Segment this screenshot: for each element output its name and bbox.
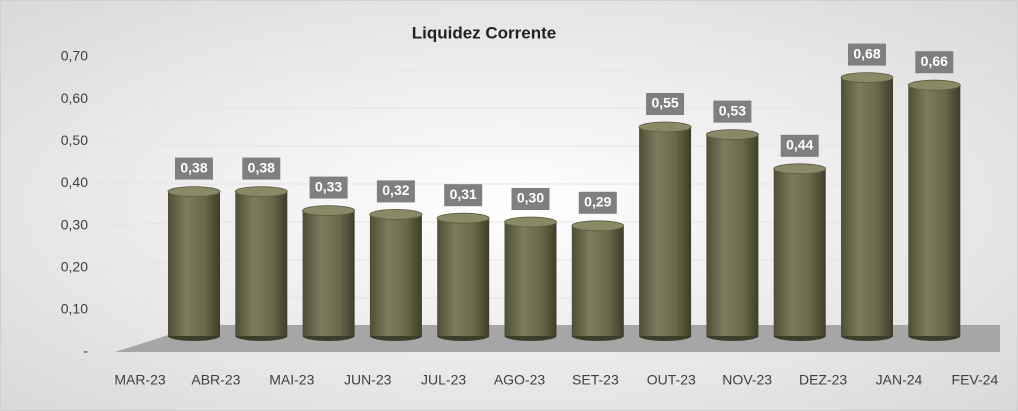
x-tick-label: DEZ-23	[799, 372, 847, 388]
bar	[168, 191, 220, 336]
value-label-box	[713, 100, 752, 123]
x-tick-label: NOV-23	[722, 372, 772, 388]
value-label: 0,55	[651, 95, 678, 111]
bar-top	[436, 212, 490, 224]
value-label-box	[242, 157, 281, 180]
x-tick-label: JUL-23	[421, 372, 466, 388]
x-tick-label: JUN-23	[344, 372, 392, 388]
value-label: 0,30	[517, 190, 544, 206]
bar	[235, 191, 288, 336]
bar	[504, 222, 557, 336]
y-tick-label: 0,20	[61, 258, 88, 274]
value-label: 0,66	[921, 53, 948, 69]
y-tick-label: 0,40	[61, 174, 88, 190]
value-label: 0,33	[315, 178, 342, 194]
bar-top	[840, 72, 894, 83]
x-tick-label: ABR-23	[191, 372, 240, 388]
bar	[908, 85, 961, 336]
value-label-box	[444, 184, 483, 207]
value-label: 0,44	[786, 137, 813, 153]
bar	[639, 127, 692, 336]
value-label-box	[780, 134, 819, 157]
bar-top	[907, 79, 961, 91]
value-label-box	[309, 176, 348, 199]
bar-top	[234, 186, 288, 198]
bar	[841, 77, 893, 336]
value-label-box	[175, 157, 213, 180]
grid-line	[94, 56, 201, 71]
y-tick-label: -	[83, 343, 88, 359]
y-tick-label: 0,70	[61, 48, 88, 64]
bar-top	[369, 208, 423, 220]
y-tick-label: 0,50	[61, 132, 88, 148]
value-label-box	[511, 188, 550, 210]
value-label-box	[915, 51, 954, 74]
bar	[437, 218, 490, 336]
y-tick-label: 0,60	[61, 90, 88, 106]
x-tick-label: AGO-23	[494, 372, 546, 388]
bar-top	[571, 220, 625, 232]
value-label-box	[578, 191, 617, 214]
value-label: 0,68	[853, 45, 880, 61]
x-tick-label: OUT-23	[647, 372, 696, 388]
value-label: 0,29	[584, 194, 611, 210]
grid-line	[94, 98, 201, 109]
value-label-box	[646, 93, 685, 115]
value-label: 0,32	[382, 182, 409, 198]
y-tick-label: 0,30	[61, 216, 88, 232]
x-tick-label: MAR-23	[114, 372, 166, 388]
x-tick-label: JAN-24	[876, 372, 923, 388]
value-label-box	[376, 180, 415, 203]
bar-top	[167, 186, 221, 198]
bar	[302, 210, 355, 336]
x-tick-label: SET-23	[572, 372, 619, 388]
value-label-box	[848, 43, 886, 66]
bar-top	[773, 163, 827, 175]
y-tick-label: 0,10	[61, 301, 88, 317]
value-label: 0,31	[450, 186, 477, 202]
bar-top	[638, 121, 692, 133]
bar-top	[504, 216, 557, 228]
x-tick-label: MAI-23	[269, 372, 314, 388]
value-label: 0,53	[719, 102, 746, 118]
grid-line	[94, 182, 201, 185]
value-label: 0,38	[248, 159, 275, 175]
chart-title: Liquidez Corrente	[412, 23, 557, 42]
bar	[369, 214, 422, 336]
bar	[773, 168, 826, 336]
grid-line	[94, 140, 201, 147]
bar-top	[706, 129, 759, 141]
bar-top	[302, 205, 356, 217]
value-label: 0,38	[180, 159, 207, 175]
x-tick-label: FEV-24	[952, 372, 999, 388]
bar	[571, 225, 624, 336]
bar	[706, 134, 759, 336]
